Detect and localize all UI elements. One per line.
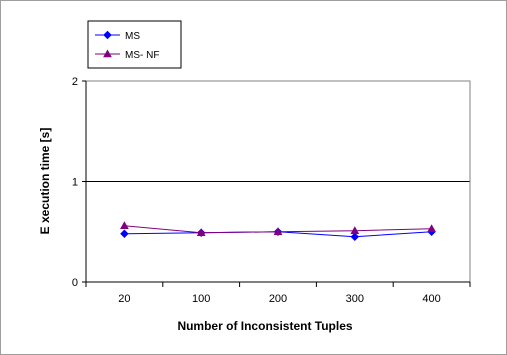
series-1 [120,221,436,237]
x-axis: 20 100 200 300 400 [85,281,471,305]
data-point-1-0 [120,221,129,230]
legend-item-0: MS [95,30,140,42]
legend-label-0: MS [125,31,140,42]
x-tick-label-1: 100 [192,293,210,305]
legend-marker-1 [103,49,112,58]
x-tick-label-4: 400 [422,293,440,305]
y-tick-label-1: 1 [72,177,78,189]
data-point-1-1 [196,228,206,237]
data-point-0-0 [120,229,129,238]
data-point-1-2 [273,227,283,236]
x-tick-label-3: 300 [346,293,364,305]
x-tick-label-2: 200 [269,293,287,305]
legend-item-1: MS- NF [95,49,159,61]
legend-box [87,20,182,69]
y-tick-label-0: 0 [72,277,78,289]
y-axis-title: E xecution time [s] [38,128,52,235]
legend-label-1: MS- NF [125,50,159,61]
y-axis: 0 1 2 [72,76,87,289]
legend: MS MS- NF [87,20,182,69]
data-point-0-3 [350,232,360,241]
data-point-1-3 [350,226,360,235]
legend-marker-0 [103,30,112,40]
data-point-1-4 [427,224,436,233]
series-layer [120,221,436,241]
y-tick-label-2: 2 [72,76,78,88]
x-axis-title: Number of Inconsistent Tuples [177,319,352,333]
x-tick-label-0: 20 [118,293,130,305]
